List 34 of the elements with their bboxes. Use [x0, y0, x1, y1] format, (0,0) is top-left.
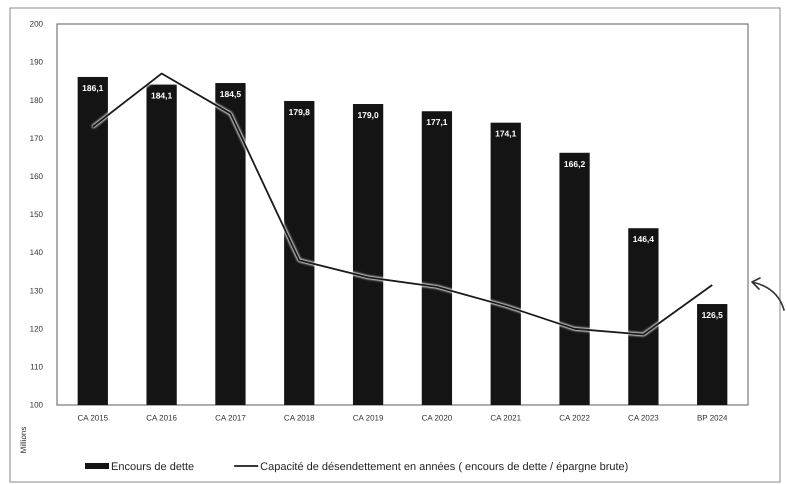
y-tick-label: 120 — [30, 324, 44, 334]
y-tick-label: 170 — [30, 134, 44, 143]
x-tick-label: BP 2024 — [696, 414, 728, 423]
data-label: 166,2 — [564, 158, 586, 169]
y-tick-label: 100 — [30, 400, 44, 410]
y-tick-label: 200 — [30, 20, 44, 29]
data-label: 146,4 — [632, 234, 654, 244]
data-label: 179,0 — [357, 110, 379, 120]
x-tick-label: CA 2023 — [628, 414, 660, 423]
data-label: 184,1 — [150, 90, 173, 101]
data-label: 184,5 — [220, 89, 242, 100]
y-tick-label: 150 — [30, 210, 44, 220]
y-tick-label: 190 — [30, 58, 44, 67]
y-tick-label: 160 — [30, 172, 44, 181]
data-label: 177,1 — [426, 117, 448, 128]
y-axis-title: Millions — [19, 426, 28, 454]
legend-label: Encours de dette — [111, 461, 194, 473]
x-tick-label: CA 2020 — [422, 414, 453, 423]
x-tick-label: CA 2021 — [490, 414, 522, 423]
data-label: 126,5 — [702, 310, 724, 320]
y-tick-label: 140 — [30, 248, 44, 258]
y-tick-label: 180 — [30, 96, 44, 105]
x-tick-label: CA 2017 — [215, 414, 246, 423]
x-tick-label: CA 2015 — [77, 414, 109, 423]
x-tick-label: CA 2022 — [559, 414, 590, 423]
x-tick-label: CA 2016 — [146, 414, 178, 423]
x-tick-label: CA 2019 — [352, 414, 384, 423]
legend-label: Capacité de désendettement en années ( encours de dette / épargne brute) — [260, 461, 628, 473]
data-label: 179,8 — [288, 106, 310, 117]
y-tick-label: 110 — [30, 362, 44, 372]
data-label: 186,1 — [82, 82, 104, 93]
data-label: 174,1 — [495, 128, 517, 139]
x-tick-label: CA 2018 — [284, 414, 316, 423]
y-tick-label: 130 — [30, 286, 44, 296]
